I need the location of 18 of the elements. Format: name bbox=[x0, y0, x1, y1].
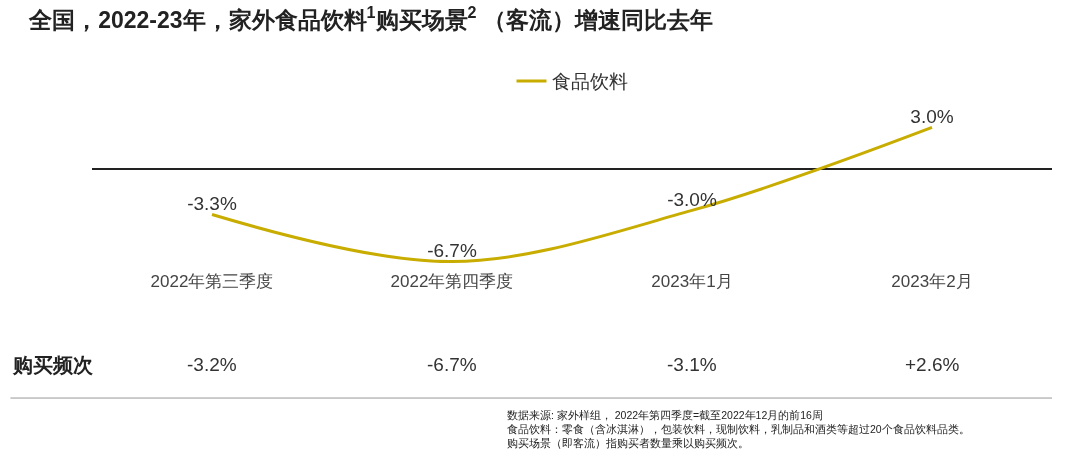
x-tick-label: 2023年1月 bbox=[651, 272, 733, 291]
text: 购买频次 bbox=[12, 354, 94, 376]
text: -6.7% bbox=[427, 354, 477, 375]
text: -3.2% bbox=[187, 354, 237, 375]
data-label: -3.0% bbox=[667, 188, 717, 210]
legend-label: 食品饮料 bbox=[551, 71, 628, 93]
text: 食品饮料：零食（含冰淇淋），包装饮料，现制饮料，乳制品和酒类等超过20个食品饮料品类。 bbox=[507, 423, 970, 435]
x-tick-label: 2023年2月 bbox=[891, 272, 973, 291]
data-label: -3.3% bbox=[187, 192, 237, 214]
data-label: 3.0% bbox=[910, 105, 954, 127]
x-tick-label: 2022年第四季度 bbox=[390, 272, 514, 291]
text: 购买场景（即客流）指购买者数量乘以购买频次。 bbox=[507, 437, 749, 449]
source-note: 数据来源: 家外样组， 2022年第四季度=截至2022年12月的前16周 bbox=[507, 409, 823, 421]
text: +2.6% bbox=[905, 354, 960, 375]
chart-title: 全国，2022-23年，家外食品饮料$^{1}$购买场景$^{2}$ （客流）增速同比去年 bbox=[28, 3, 713, 33]
x-tick-label: 2022年第三季度 bbox=[150, 272, 274, 291]
data-label: -6.7% bbox=[427, 239, 477, 261]
text: -3.1% bbox=[667, 354, 717, 375]
